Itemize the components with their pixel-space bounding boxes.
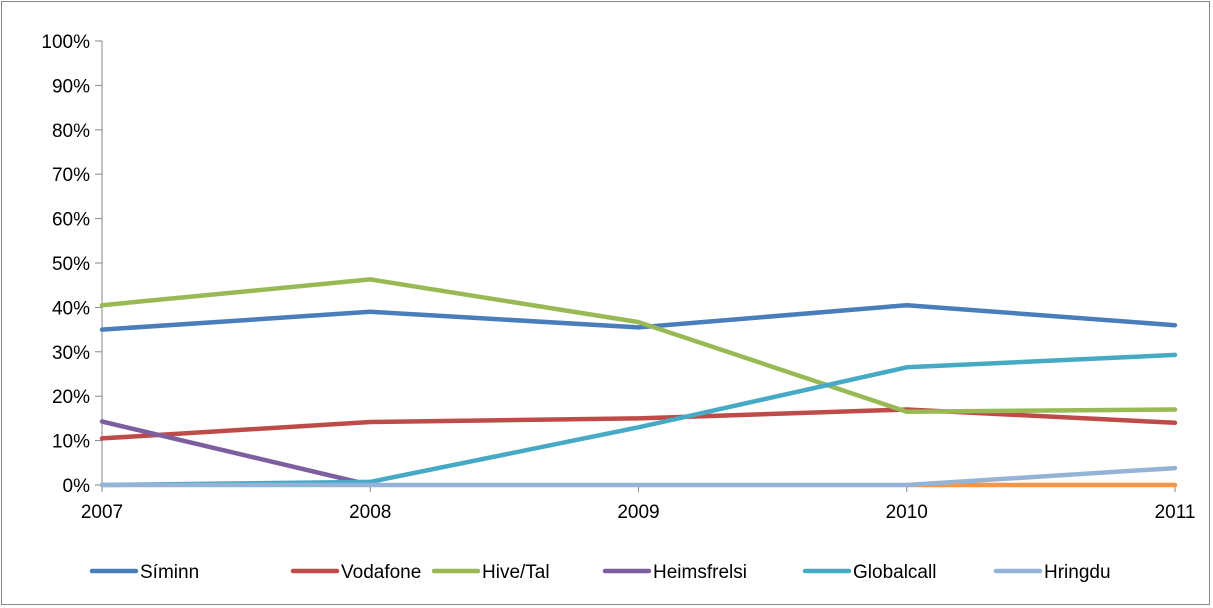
legend-label-globalcall: Globalcall [853,562,936,583]
legend-label-heimsfrelsi: Heimsfrelsi [653,562,747,583]
y-tick-label: 50% [52,254,90,275]
legend-label-s-minn: Síminn [140,562,199,583]
series-lines [99,277,1178,488]
y-tick-label: 80% [52,121,90,142]
x-tick-label: 2009 [617,502,659,523]
series-line-hringdu [99,465,1178,488]
legend: Síminn Vodafone Hive/Tal Heimsfrelsi Globalc… [89,562,1111,583]
y-tick-label: 90% [52,76,90,97]
legend-label-hive-tal: Hive/Tal [482,562,550,583]
y-tick-label: 30% [52,343,90,364]
x-tick-label: 2008 [349,502,391,523]
series-line-s-minn [99,302,1178,332]
y-tick-label: 40% [52,298,90,319]
axes [95,40,1176,492]
x-tick-label: 2007 [81,502,123,523]
y-tick-label: 60% [52,210,90,231]
y-tick-label: 70% [52,165,90,186]
legend-label-vodafone: Vodafone [341,562,421,583]
legend-label-hringdu: Hringdu [1044,562,1111,583]
tick-labels: 0% 10% 20% 30% 40% 50% 60% 70% 80% 90% 100% 2007 200… [41,32,1195,523]
series-line-vodafone [99,407,1178,441]
y-tick-label: 10% [52,432,90,453]
series-line-heimsfrelsi [99,419,373,488]
y-tick-label: 100% [41,32,90,53]
series-line-hive-tal [99,277,1178,414]
x-tick-label: 2010 [886,502,928,523]
x-tick-label: 2011 [1155,502,1196,523]
y-tick-label: 0% [63,476,91,497]
y-tick-label: 20% [52,387,90,408]
